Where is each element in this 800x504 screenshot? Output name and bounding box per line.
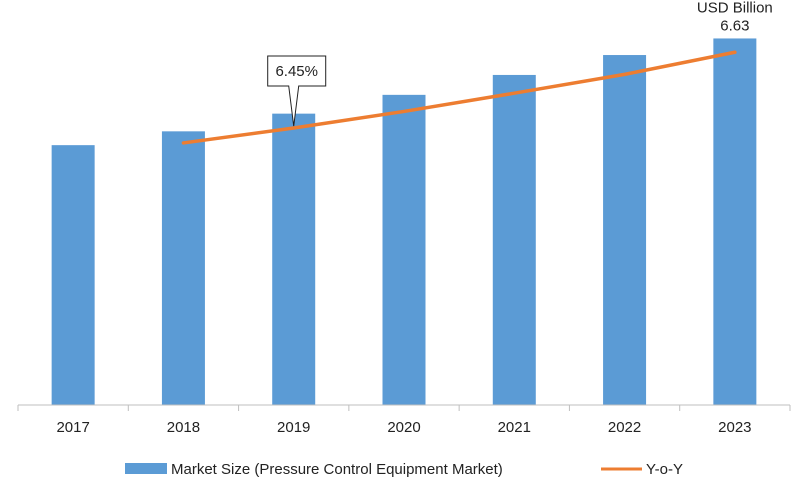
bar-2022 — [603, 55, 647, 405]
bar-2018 — [161, 131, 205, 406]
annotation-callout-box — [267, 55, 327, 127]
annotation-callout: 6.45% — [267, 55, 327, 127]
x-tick-label-2018: 2018 — [167, 419, 200, 436]
bar-2023 — [713, 38, 757, 405]
unit-label: USD Billion — [697, 0, 773, 16]
legend-swatch-market-size — [125, 463, 167, 474]
x-tick-group — [17, 405, 791, 411]
annotation-callout-text: 6.45% — [275, 63, 318, 80]
legend-label-yoy: Y-o-Y — [646, 461, 683, 478]
x-tick-label-2021: 2021 — [498, 419, 531, 436]
data-label-group: 6.63 — [720, 17, 749, 34]
legend-label-market-size: Market Size (Pressure Control Equipment … — [171, 461, 503, 478]
bar-2019 — [272, 113, 316, 405]
bar-2020 — [382, 94, 426, 406]
x-tick-label-2020: 2020 — [387, 419, 420, 436]
x-tick-label-2022: 2022 — [608, 419, 641, 436]
bar-group — [51, 38, 757, 406]
x-tick-label-group: 2017 2018 2019 2020 2021 2022 2023 — [56, 419, 751, 436]
bar-2017 — [51, 145, 95, 405]
x-tick-label-2023: 2023 — [718, 419, 751, 436]
bar-2021 — [492, 74, 536, 406]
x-tick-label-2019: 2019 — [277, 419, 310, 436]
yoy-series-line — [181, 50, 737, 145]
x-tick-label-2017: 2017 — [56, 419, 89, 436]
legend: Market Size (Pressure Control Equipment … — [125, 461, 683, 478]
data-label-2023: 6.63 — [720, 17, 749, 34]
